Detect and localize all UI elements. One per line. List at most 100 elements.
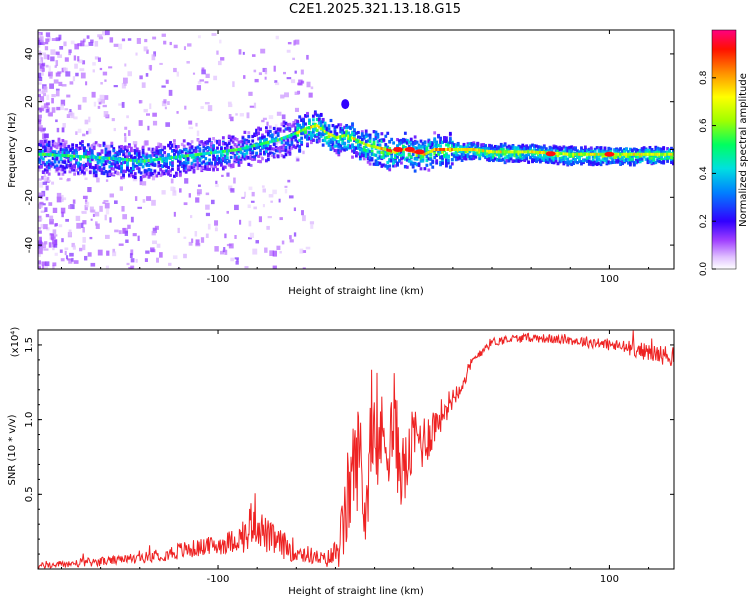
ridge-core: [51, 153, 55, 157]
ridge-cell: [235, 149, 239, 153]
ridge-cell: [570, 159, 574, 163]
ridge-core: [323, 129, 327, 133]
ridge-core: [343, 134, 347, 138]
ridge-cell: [90, 165, 94, 170]
ridge-cell: [582, 160, 585, 165]
noise-cell: [144, 258, 148, 262]
ridge-core: [382, 147, 386, 151]
noise-cell: [69, 252, 74, 257]
ridge-core: [108, 156, 112, 160]
ridge-cell: [73, 168, 77, 172]
noise-cell: [87, 187, 92, 193]
ridge-cell: [670, 155, 673, 160]
ridge-cell: [311, 114, 315, 118]
noise-cell: [121, 101, 125, 108]
ridge-cell: [593, 150, 597, 154]
noise-cell: [288, 195, 294, 199]
ridge-cell: [411, 141, 415, 145]
ridge-cell: [578, 157, 581, 161]
ridge-cell: [75, 161, 78, 165]
ridge-cell: [319, 123, 323, 128]
noise-cell: [38, 72, 42, 78]
noise-cell: [262, 204, 265, 208]
noise-cell: [139, 75, 143, 80]
ridge-cell: [182, 148, 186, 152]
ridge-cell: [597, 161, 601, 166]
ridge-core: [538, 150, 542, 154]
ridge-cell: [306, 142, 309, 146]
ridge-cell: [294, 135, 298, 139]
ridge-core: [325, 131, 329, 135]
noise-cell: [57, 71, 62, 74]
ridge-cell: [194, 147, 198, 151]
ridge-cell: [272, 152, 276, 156]
ridge-cell: [527, 151, 531, 156]
ridge-cell: [126, 145, 129, 149]
ridge-cell: [216, 161, 219, 165]
noise-cell: [39, 192, 44, 197]
ridge-cell: [198, 140, 202, 145]
ridge-cell: [131, 164, 135, 168]
ridge-cell: [527, 146, 531, 150]
noise-cell: [81, 211, 87, 214]
ridge-cell: [286, 139, 290, 143]
ridge-core: [628, 152, 632, 156]
ridge-cell: [196, 166, 200, 171]
ridge-cell: [445, 143, 448, 147]
ridge-cell: [225, 143, 229, 147]
ridge-cell: [114, 170, 118, 174]
noise-cell: [217, 60, 222, 66]
ridge-cell: [161, 147, 165, 152]
ridge-cell: [331, 140, 335, 144]
ridge-core: [304, 127, 307, 131]
ridge-cell: [270, 133, 274, 137]
noise-cell: [236, 258, 239, 262]
ridge-cell: [337, 123, 341, 127]
noise-cell: [276, 245, 281, 251]
ridge-cell: [476, 144, 480, 148]
ridge-cell: [493, 144, 497, 149]
ridge-cell: [435, 140, 439, 144]
ridge-cell: [124, 147, 127, 151]
ridge-cell: [249, 148, 253, 152]
ridge-cell: [317, 121, 321, 125]
noise-cell: [122, 227, 126, 234]
noise-cell: [51, 38, 57, 41]
ridge-cell: [640, 148, 644, 152]
ridge-cell: [251, 134, 255, 139]
noise-cell: [179, 188, 182, 193]
ridge-core: [582, 152, 585, 156]
noise-cell: [302, 215, 306, 222]
ridge-cell: [431, 159, 435, 163]
ridge-cell: [182, 166, 186, 170]
ridge-cell: [323, 138, 327, 143]
ridge-cell: [450, 152, 454, 156]
ridge-cell: [587, 147, 591, 152]
ridge-cell: [638, 160, 642, 164]
ridge-cell: [94, 173, 98, 178]
noise-cell: [76, 222, 82, 229]
x-tick-label: -100: [207, 274, 230, 285]
noise-cell: [61, 199, 64, 202]
ridge-cell: [656, 157, 660, 161]
ridge-cell: [472, 156, 476, 160]
ridge-cell: [196, 162, 200, 166]
ridge-cell: [427, 168, 431, 172]
noise-cell: [51, 97, 54, 104]
noise-cell: [41, 68, 45, 72]
ridge-core: [556, 151, 560, 155]
ridge-cell: [131, 148, 135, 153]
ridge-cell: [321, 119, 325, 124]
ridge-cell: [141, 175, 145, 179]
noise-cell: [92, 62, 96, 66]
noise-cell: [59, 46, 64, 50]
ridge-cell: [445, 152, 448, 156]
ridge-cell: [540, 148, 544, 152]
ridge-cell: [216, 139, 219, 144]
noise-cell: [72, 199, 76, 204]
ridge-cell: [124, 155, 127, 159]
ridge-cell: [83, 146, 86, 150]
ridge-cell: [325, 141, 329, 145]
ridge-cell: [88, 165, 92, 169]
ridge-cell: [155, 174, 159, 178]
